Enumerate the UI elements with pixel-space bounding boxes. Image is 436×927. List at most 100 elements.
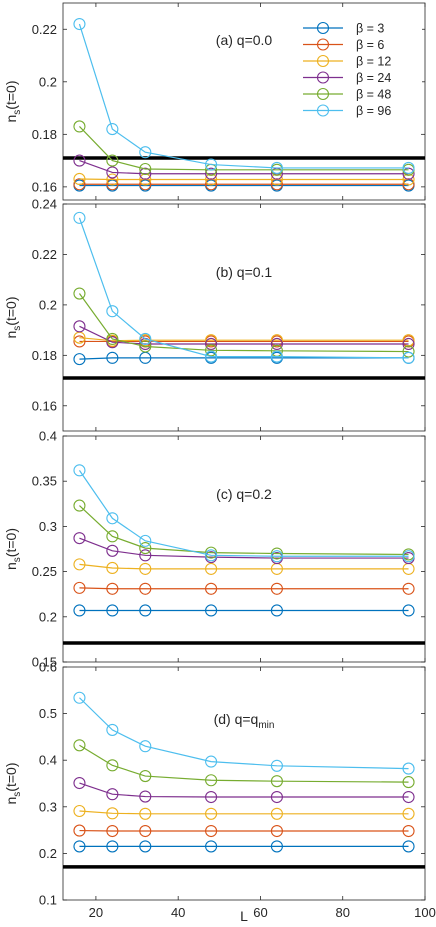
data-point xyxy=(73,120,86,133)
legend-marker xyxy=(316,21,330,35)
series-line xyxy=(78,293,409,353)
y-tick-label: 0.15 xyxy=(32,655,57,670)
data-point xyxy=(106,123,119,136)
data-point xyxy=(106,154,119,167)
data-point xyxy=(270,547,283,560)
data-point xyxy=(270,807,283,820)
y-axis-label: ns(t=0) xyxy=(3,81,23,123)
data-point xyxy=(270,840,283,853)
series-line xyxy=(79,744,409,783)
data-point xyxy=(139,332,152,345)
data-point xyxy=(205,755,218,768)
data-point xyxy=(73,499,86,512)
data-point xyxy=(402,840,415,853)
axes-box xyxy=(62,203,426,432)
data-point xyxy=(270,161,283,175)
data-point xyxy=(106,178,119,191)
data-point xyxy=(402,776,415,789)
data-point xyxy=(106,512,119,525)
data-point xyxy=(402,337,415,351)
data-point xyxy=(205,840,218,853)
data-point xyxy=(106,824,119,838)
series-1 xyxy=(73,824,415,838)
data-point xyxy=(205,546,218,559)
data-point xyxy=(139,534,152,547)
data-point xyxy=(270,759,283,772)
data-point xyxy=(402,807,415,820)
y-tick-label: 0.5 xyxy=(39,706,57,721)
data-point xyxy=(402,604,415,617)
series-5 xyxy=(73,17,415,175)
series-line xyxy=(78,470,409,557)
data-point xyxy=(73,776,86,790)
panel-title: (c) q=0.2 xyxy=(216,486,272,502)
data-point xyxy=(139,542,152,555)
data-point xyxy=(139,167,152,180)
y-tick-label: 0.16 xyxy=(32,179,57,194)
y-axis-label: ns(t=0) xyxy=(3,297,23,339)
data-point xyxy=(402,161,415,175)
data-point xyxy=(73,178,86,191)
y-tick-label: 0.24 xyxy=(32,197,57,212)
y-tick-label: 0.1 xyxy=(39,893,57,908)
series-line xyxy=(79,505,409,556)
y-tick-label: 0.16 xyxy=(32,398,57,413)
legend-marker xyxy=(316,87,330,101)
data-point xyxy=(139,824,152,838)
series-2 xyxy=(73,804,415,820)
legend-marker xyxy=(316,104,330,117)
data-point xyxy=(270,824,283,838)
legend-label: β = 48 xyxy=(356,88,391,102)
data-point xyxy=(139,790,152,803)
x-tick-label: 60 xyxy=(253,905,267,920)
series-line xyxy=(79,126,409,171)
data-point xyxy=(73,804,86,818)
y-tick-label: 0.22 xyxy=(32,22,57,37)
data-point xyxy=(73,320,86,333)
legend-marker xyxy=(316,71,330,84)
data-point xyxy=(106,788,119,801)
data-point xyxy=(139,740,152,753)
data-point xyxy=(205,167,218,180)
series-4 xyxy=(73,739,415,789)
y-tick-label: 0.25 xyxy=(32,564,57,579)
data-point xyxy=(106,840,119,853)
data-point xyxy=(106,530,119,543)
legend-label: β = 6 xyxy=(356,38,384,52)
panel-c: 0.15 0.2 0.25 0.3 0.35 0.4 ns(t=0) (c) q=0.2 xyxy=(3,429,426,670)
data-point xyxy=(270,337,283,351)
legend-label: β = 96 xyxy=(356,104,391,118)
data-point xyxy=(205,807,218,820)
data-point xyxy=(139,146,152,159)
series-3 xyxy=(73,776,415,804)
data-point xyxy=(73,604,86,617)
y-tick-label: 0.2 xyxy=(39,846,57,861)
data-point xyxy=(73,211,86,224)
data-point xyxy=(402,582,415,595)
series-1 xyxy=(73,581,415,595)
series-3 xyxy=(73,532,415,565)
data-point xyxy=(106,544,119,557)
data-point xyxy=(139,582,152,595)
data-point xyxy=(106,604,119,617)
panel-d: 0.1 0.2 0.3 0.4 0.5 0.6 20 40 60 80 100 ns(t=0) (d) … xyxy=(3,660,436,921)
legend-marker xyxy=(316,54,330,68)
axes-box xyxy=(62,666,426,901)
series-line xyxy=(79,697,409,770)
data-point xyxy=(73,691,86,704)
series-5 xyxy=(73,691,415,775)
data-point xyxy=(205,334,218,347)
data-point xyxy=(205,344,218,357)
data-point xyxy=(106,582,119,595)
data-point xyxy=(73,840,86,853)
series-line xyxy=(79,178,409,181)
data-point xyxy=(73,581,86,594)
data-point xyxy=(402,345,415,358)
data-point xyxy=(139,562,152,575)
y-axis-label: ns(t=0) xyxy=(3,528,23,570)
data-point xyxy=(205,562,218,575)
series-0 xyxy=(73,840,415,853)
panel-title: (b) q=0.1 xyxy=(216,264,273,280)
data-point xyxy=(73,739,86,752)
data-point xyxy=(106,305,119,318)
